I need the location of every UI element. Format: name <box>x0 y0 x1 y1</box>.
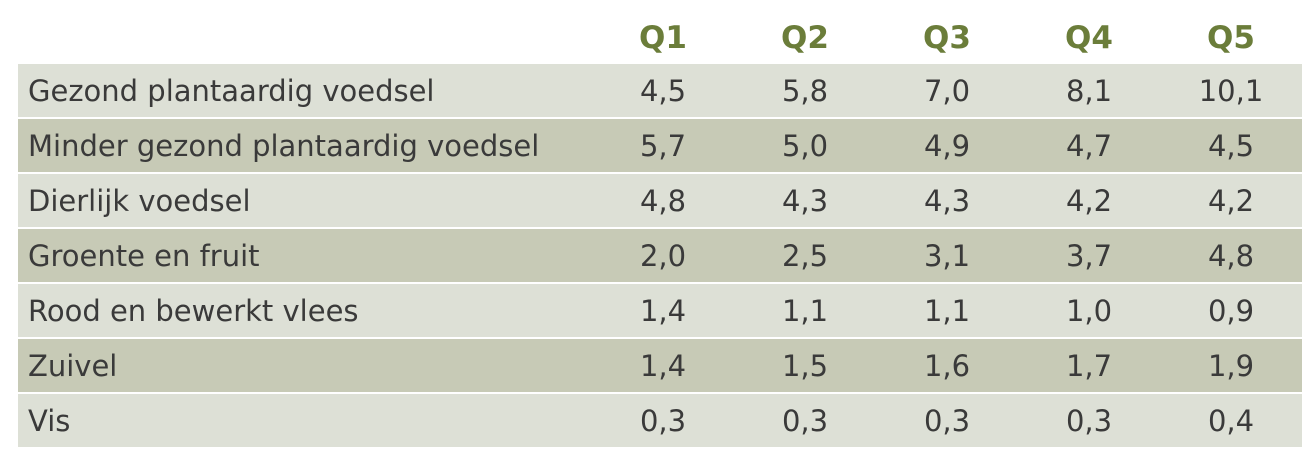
cell-value: 0,3 <box>592 392 734 447</box>
table-row: Rood en bewerkt vlees 1,4 1,1 1,1 1,0 0,… <box>18 282 1302 338</box>
row-label: Dierlijk voedsel <box>18 172 592 228</box>
row-label: Groente en fruit <box>18 227 592 283</box>
header-blank <box>18 14 592 63</box>
cell-value: 5,8 <box>734 62 876 118</box>
cell-value: 5,0 <box>734 117 876 173</box>
table-row: Minder gezond plantaardig voedsel 5,7 5,… <box>18 117 1302 173</box>
header-q2: Q2 <box>781 20 829 56</box>
cell-value: 0,3 <box>734 392 876 447</box>
data-table-container: Q1 Q2 Q3 Q4 Q5 Gezond plantaardig voedse… <box>18 14 1304 447</box>
cell-value: 10,1 <box>1160 62 1302 118</box>
data-table: Q1 Q2 Q3 Q4 Q5 Gezond plantaardig voedse… <box>18 14 1302 447</box>
cell-value: 4,7 <box>1018 117 1160 173</box>
cell-value: 2,0 <box>592 227 734 283</box>
table-row: Groente en fruit 2,0 2,5 3,1 3,7 4,8 <box>18 227 1302 283</box>
header-q3: Q3 <box>923 20 971 56</box>
row-label: Gezond plantaardig voedsel <box>18 62 592 118</box>
cell-value: 4,3 <box>734 172 876 228</box>
cell-value: 4,2 <box>1018 172 1160 228</box>
header-q4: Q4 <box>1065 20 1113 56</box>
cell-value: 4,5 <box>592 62 734 118</box>
table-row: Gezond plantaardig voedsel 4,5 5,8 7,0 8… <box>18 62 1302 118</box>
cell-value: 4,5 <box>1160 117 1302 173</box>
cell-value: 8,1 <box>1018 62 1160 118</box>
cell-value: 0,3 <box>876 392 1018 447</box>
cell-value: 1,6 <box>876 337 1018 393</box>
cell-value: 1,1 <box>734 282 876 338</box>
cell-value: 0,9 <box>1160 282 1302 338</box>
cell-value: 7,0 <box>876 62 1018 118</box>
cell-value: 1,7 <box>1018 337 1160 393</box>
cell-value: 1,1 <box>876 282 1018 338</box>
cell-value: 0,3 <box>1018 392 1160 447</box>
table-row: Dierlijk voedsel 4,8 4,3 4,3 4,2 4,2 <box>18 172 1302 228</box>
cell-value: 1,4 <box>592 337 734 393</box>
cell-value: 4,9 <box>876 117 1018 173</box>
cell-value: 5,7 <box>592 117 734 173</box>
header-row: Q1 Q2 Q3 Q4 Q5 <box>18 14 1302 63</box>
cell-value: 4,8 <box>1160 227 1302 283</box>
header-q1: Q1 <box>639 20 687 56</box>
cell-value: 1,5 <box>734 337 876 393</box>
row-label: Vis <box>18 392 592 447</box>
cell-value: 1,0 <box>1018 282 1160 338</box>
cell-value: 4,3 <box>876 172 1018 228</box>
cell-value: 0,4 <box>1160 392 1302 447</box>
row-label: Minder gezond plantaardig voedsel <box>18 117 592 173</box>
cell-value: 2,5 <box>734 227 876 283</box>
cell-value: 4,8 <box>592 172 734 228</box>
table-row: Zuivel 1,4 1,5 1,6 1,7 1,9 <box>18 337 1302 393</box>
row-label: Rood en bewerkt vlees <box>18 282 592 338</box>
cell-value: 1,9 <box>1160 337 1302 393</box>
cell-value: 3,1 <box>876 227 1018 283</box>
table-row: Vis 0,3 0,3 0,3 0,3 0,4 <box>18 392 1302 447</box>
header-q5: Q5 <box>1207 20 1255 56</box>
cell-value: 4,2 <box>1160 172 1302 228</box>
cell-value: 3,7 <box>1018 227 1160 283</box>
row-label: Zuivel <box>18 337 592 393</box>
cell-value: 1,4 <box>592 282 734 338</box>
